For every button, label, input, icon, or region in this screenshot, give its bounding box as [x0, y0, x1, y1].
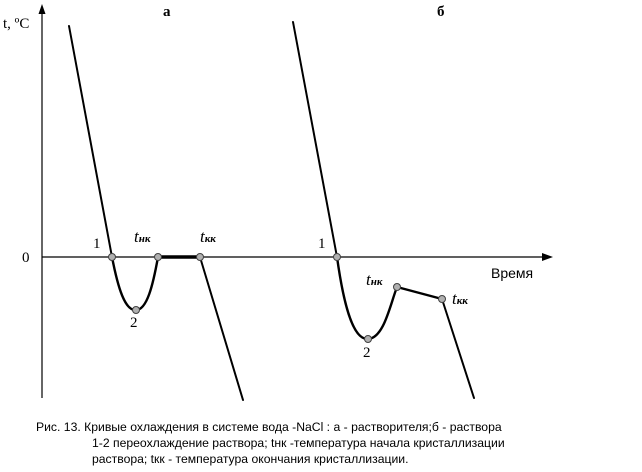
curve-b-point-2-marker	[364, 335, 372, 343]
curve-b	[292, 21, 475, 399]
curve-b-crystallization-segment	[395, 285, 444, 301]
curve-a-cooling-segment	[68, 25, 113, 258]
curve-b-tkk-marker	[438, 295, 446, 303]
y-axis-arrow	[38, 4, 46, 14]
curve-b-point-2-label: 2	[363, 345, 371, 361]
origin-label: 0	[22, 250, 30, 266]
caption-line-1: Рис. 13. Кривые охлаждения в системе вод…	[36, 420, 502, 434]
curve-a-point-2-marker	[132, 306, 140, 314]
curve-b-tkk-main: t	[452, 289, 458, 308]
curve-a-solid-cooling-segment	[199, 256, 244, 401]
caption-line-2: 1-2 переохлаждение раствора; tнк -темпер…	[92, 436, 505, 450]
curve-a-tkk-label: tкк	[200, 227, 216, 246]
curve-b-tkk-label: tкк	[452, 289, 468, 308]
curve-b-tnk-sub: нк	[371, 276, 383, 288]
figure-caption: Рис. 13. Кривые охлаждения в системе вод…	[36, 419, 636, 467]
curve-b-tnk-marker	[393, 283, 401, 291]
curve-a-point-1-marker	[108, 253, 116, 261]
curve-a	[68, 25, 244, 401]
caption-line-3: раствора; tкк - температура окончания кр…	[92, 452, 409, 466]
curve-a-tkk-main: t	[200, 227, 206, 246]
x-axis-label: Время	[491, 265, 533, 281]
curve-b-point-1-marker	[333, 253, 341, 261]
panel-b-label: б	[437, 4, 445, 20]
curve-b-tnk-main: t	[366, 270, 372, 289]
curve-a-supercooling-segment	[110, 255, 160, 312]
curve-a-point-2-label: 2	[130, 315, 138, 331]
curve-a-tkk-marker	[196, 253, 204, 261]
curve-a-tnk-marker	[154, 253, 162, 261]
curve-a-tnk-label: tнк	[134, 227, 151, 246]
curve-b-solid-cooling-segment	[441, 298, 475, 399]
curve-a-point-1-label: 1	[93, 236, 101, 252]
curve-b-point-1-label: 1	[318, 236, 326, 252]
curve-a-tkk-sub: кк	[205, 233, 217, 245]
y-axis-label: t, ºC	[3, 16, 29, 32]
curve-b-cooling-segment	[292, 21, 338, 258]
curve-a-tnk-sub: нк	[139, 233, 151, 245]
curve-b-tnk-label: tнк	[366, 270, 383, 289]
curve-b-tkk-sub: кк	[457, 295, 469, 307]
x-axis-arrow	[542, 253, 553, 261]
curve-a-tnk-main: t	[134, 227, 140, 246]
panel-a-label: а	[163, 4, 171, 20]
